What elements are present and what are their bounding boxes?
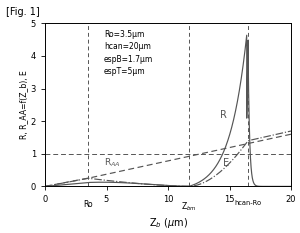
Text: Z$_{bm}$: Z$_{bm}$ <box>181 200 197 212</box>
Text: Ro=3.5μm
hcan=20μm
espB=1.7μm
espT=5μm: Ro=3.5μm hcan=20μm espB=1.7μm espT=5μm <box>104 30 153 76</box>
Text: R$_{AA}$: R$_{AA}$ <box>104 156 121 169</box>
Text: R: R <box>220 110 226 120</box>
Text: Ro: Ro <box>83 200 93 209</box>
Y-axis label: R, R_AA=f(Z_b), E: R, R_AA=f(Z_b), E <box>19 70 28 139</box>
Text: [Fig. 1]: [Fig. 1] <box>6 7 40 17</box>
Text: E: E <box>224 158 230 168</box>
Text: hcan-Ro: hcan-Ro <box>234 200 262 206</box>
X-axis label: Z$_b$ ($\mu$m): Z$_b$ ($\mu$m) <box>148 216 188 230</box>
